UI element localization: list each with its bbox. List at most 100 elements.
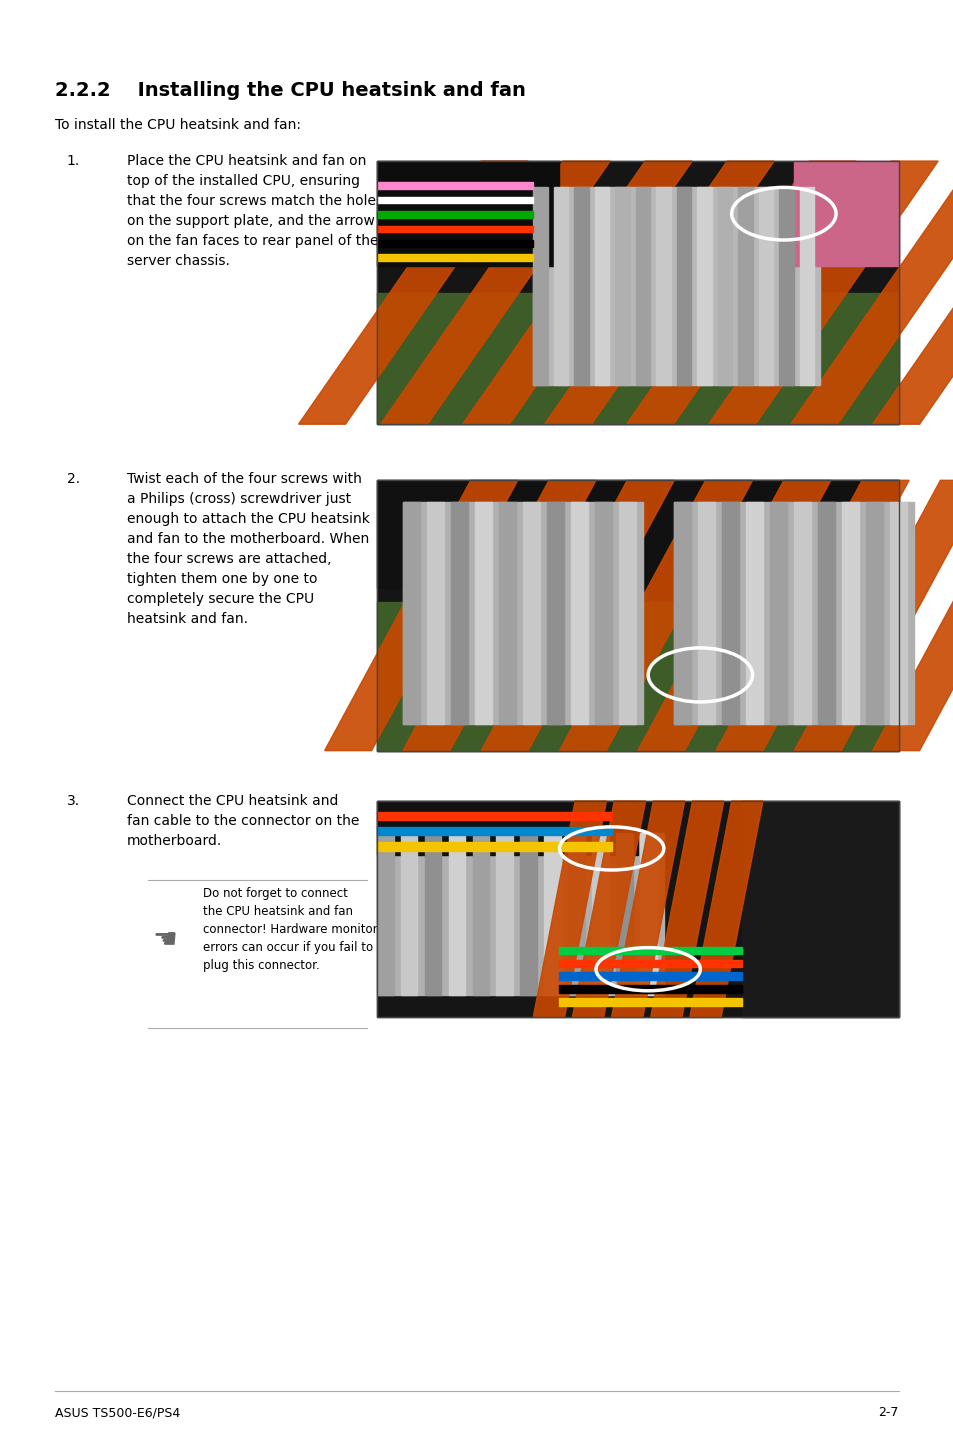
Bar [376, 161, 898, 424]
Bar [769, 502, 786, 723]
Bar [595, 502, 611, 723]
Bar [721, 502, 739, 723]
Polygon shape [626, 161, 855, 424]
Bar [376, 240, 533, 246]
Polygon shape [790, 161, 953, 424]
Bar [376, 480, 898, 588]
Bar [498, 502, 516, 723]
Bar [738, 187, 752, 385]
Bar [376, 834, 394, 995]
Bar [376, 255, 533, 262]
Text: ☚: ☚ [152, 926, 177, 953]
Bar [639, 834, 656, 995]
Bar [376, 183, 533, 188]
Polygon shape [402, 480, 596, 751]
Bar [558, 998, 741, 1007]
Polygon shape [650, 801, 723, 1017]
Bar [574, 187, 588, 385]
Bar [448, 834, 465, 995]
Polygon shape [298, 161, 528, 424]
Text: Do not forget to connect
the CPU heatsink and fan
connector! Hardware monitoring: Do not forget to connect the CPU heatsin… [203, 887, 395, 972]
Bar [400, 834, 417, 995]
Bar [376, 293, 898, 424]
Polygon shape [794, 480, 953, 751]
Text: 2-7: 2-7 [878, 1406, 898, 1419]
Bar [533, 187, 547, 385]
Bar [376, 226, 533, 232]
Bar [616, 834, 632, 995]
Bar [472, 834, 489, 995]
Bar [376, 801, 637, 854]
Bar [741, 801, 898, 1017]
Bar [745, 502, 762, 723]
Bar [402, 502, 642, 723]
Bar [376, 197, 533, 203]
Polygon shape [689, 801, 762, 1017]
Bar [558, 972, 741, 981]
Text: Connect the CPU heatsink and
fan cable to the connector on the
motherboard.: Connect the CPU heatsink and fan cable t… [127, 794, 359, 848]
Bar [376, 827, 611, 835]
Polygon shape [324, 480, 517, 751]
Bar [451, 502, 467, 723]
Bar [758, 187, 773, 385]
Bar [558, 985, 741, 992]
Bar [543, 834, 560, 995]
Bar [376, 801, 898, 1017]
Polygon shape [572, 801, 645, 1017]
Bar [818, 502, 834, 723]
Polygon shape [480, 480, 674, 751]
Polygon shape [637, 480, 830, 751]
Bar [794, 161, 898, 266]
Bar [779, 187, 793, 385]
Polygon shape [872, 161, 953, 424]
Bar [475, 502, 491, 723]
Text: 1.: 1. [67, 154, 80, 168]
Bar [677, 187, 691, 385]
Bar [592, 834, 608, 995]
Bar [376, 834, 663, 995]
Text: 2.2.2    Installing the CPU heatsink and fan: 2.2.2 Installing the CPU heatsink and fa… [55, 81, 526, 99]
Text: 3.: 3. [67, 794, 80, 808]
Bar [519, 834, 537, 995]
Polygon shape [558, 480, 752, 751]
Bar [376, 161, 898, 424]
Bar [568, 834, 584, 995]
Bar [841, 502, 859, 723]
Bar [618, 502, 635, 723]
Polygon shape [708, 161, 937, 424]
Bar [376, 480, 898, 751]
Bar [595, 187, 609, 385]
Text: Place the CPU heatsink and fan on
top of the installed CPU, ensuring
that the fo: Place the CPU heatsink and fan on top of… [127, 154, 382, 267]
Polygon shape [380, 161, 610, 424]
Polygon shape [462, 161, 692, 424]
Bar [522, 502, 539, 723]
Bar [424, 834, 441, 995]
Bar [865, 502, 882, 723]
Bar [674, 502, 690, 723]
Bar [427, 502, 443, 723]
Text: Twist each of the four screws with
a Philips (cross) screwdriver just
enough to : Twist each of the four screws with a Phi… [127, 472, 370, 626]
Bar [376, 801, 898, 1017]
Bar [794, 502, 810, 723]
Bar [554, 187, 568, 385]
Polygon shape [544, 161, 774, 424]
Bar [376, 211, 533, 217]
Bar [636, 187, 650, 385]
Bar [546, 502, 563, 723]
Text: To install the CPU heatsink and fan:: To install the CPU heatsink and fan: [55, 118, 301, 132]
Text: 2.: 2. [67, 472, 80, 486]
Polygon shape [716, 480, 908, 751]
Bar [402, 502, 419, 723]
Text: ASUS TS500-E6/PS4: ASUS TS500-E6/PS4 [55, 1406, 180, 1419]
Bar [799, 187, 814, 385]
Bar [656, 187, 670, 385]
Bar [570, 502, 587, 723]
Bar [558, 959, 741, 968]
Bar [558, 946, 741, 955]
Polygon shape [872, 480, 953, 751]
Bar [376, 480, 898, 751]
Bar [697, 187, 711, 385]
Bar [698, 502, 715, 723]
Bar [376, 603, 898, 751]
Bar [376, 841, 611, 851]
